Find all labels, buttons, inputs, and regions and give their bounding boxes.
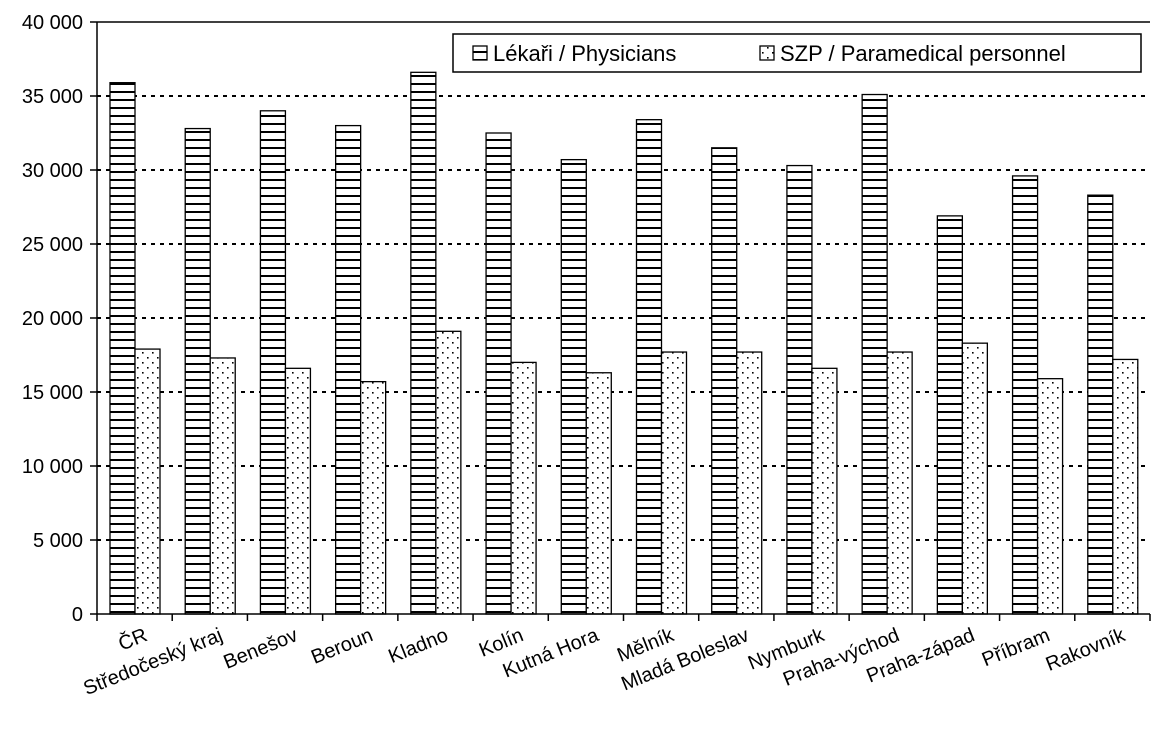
bar-physicians	[786, 164, 813, 615]
x-category-label: Kladno	[385, 624, 451, 668]
x-category-label: ČR	[115, 623, 150, 655]
y-tick-label: 30 000	[22, 160, 83, 182]
x-category-label: Středočeský kraj	[80, 624, 225, 700]
bar-paramedical	[660, 351, 688, 615]
bar-paramedical	[284, 367, 312, 615]
gridlines	[97, 21, 1150, 541]
bar-paramedical	[736, 351, 763, 615]
bar-physicians	[560, 158, 587, 615]
legend: Lékaři / Physicians SZP / Paramedical per…	[452, 33, 1142, 73]
legend-swatch-physicians	[472, 45, 488, 61]
bars	[109, 71, 1139, 615]
bar-physicians	[936, 215, 964, 615]
x-category-label: Příbram	[979, 624, 1053, 671]
y-tick-label: 10 000	[22, 456, 83, 478]
bar-physicians	[184, 127, 211, 615]
y-tick-label: 0	[72, 604, 83, 626]
legend-label-physicians: Lékaři / Physicians	[493, 41, 676, 66]
bar-paramedical	[359, 380, 387, 615]
y-tick-label: 40 000	[22, 12, 83, 34]
legend-box	[452, 33, 1142, 73]
bar-physicians	[861, 93, 888, 615]
y-tick-labels: 0 5 000 10 000 15 000 20 000 25 000 30 000 35 0…	[22, 12, 83, 626]
bar-paramedical	[209, 357, 236, 615]
y-tick-label: 35 000	[22, 86, 83, 108]
bar-physicians	[259, 110, 287, 615]
bar-physicians	[334, 124, 362, 615]
bar-physicians	[635, 119, 663, 615]
bar-paramedical	[510, 361, 537, 615]
x-category-label: Benešov	[220, 624, 300, 674]
bar-physicians	[485, 132, 512, 615]
bar-paramedical	[134, 348, 161, 615]
bar-physicians	[410, 71, 437, 615]
x-category-label: Beroun	[308, 624, 376, 669]
legend-swatch-paramedical	[759, 45, 775, 61]
y-tick-label: 20 000	[22, 308, 83, 330]
bar-physicians	[109, 82, 136, 615]
y-tick-label: 25 000	[22, 234, 83, 256]
legend-label-paramedical: SZP / Paramedical personnel	[780, 41, 1066, 66]
bar-physicians	[1011, 175, 1039, 615]
bar-physicians	[1087, 194, 1114, 615]
bar-paramedical	[811, 367, 838, 615]
y-tick-label: 15 000	[22, 382, 83, 404]
bar-paramedical	[886, 351, 913, 615]
bar-paramedical	[585, 372, 612, 615]
y-tick-label: 5 000	[33, 530, 83, 552]
bar-paramedical	[435, 330, 462, 615]
x-category-label: Rakovník	[1043, 624, 1129, 676]
bar-paramedical	[961, 342, 989, 615]
bar-paramedical	[1112, 358, 1139, 615]
bar-paramedical	[1036, 378, 1064, 615]
axes	[90, 21, 1151, 621]
bar-physicians	[711, 147, 738, 615]
